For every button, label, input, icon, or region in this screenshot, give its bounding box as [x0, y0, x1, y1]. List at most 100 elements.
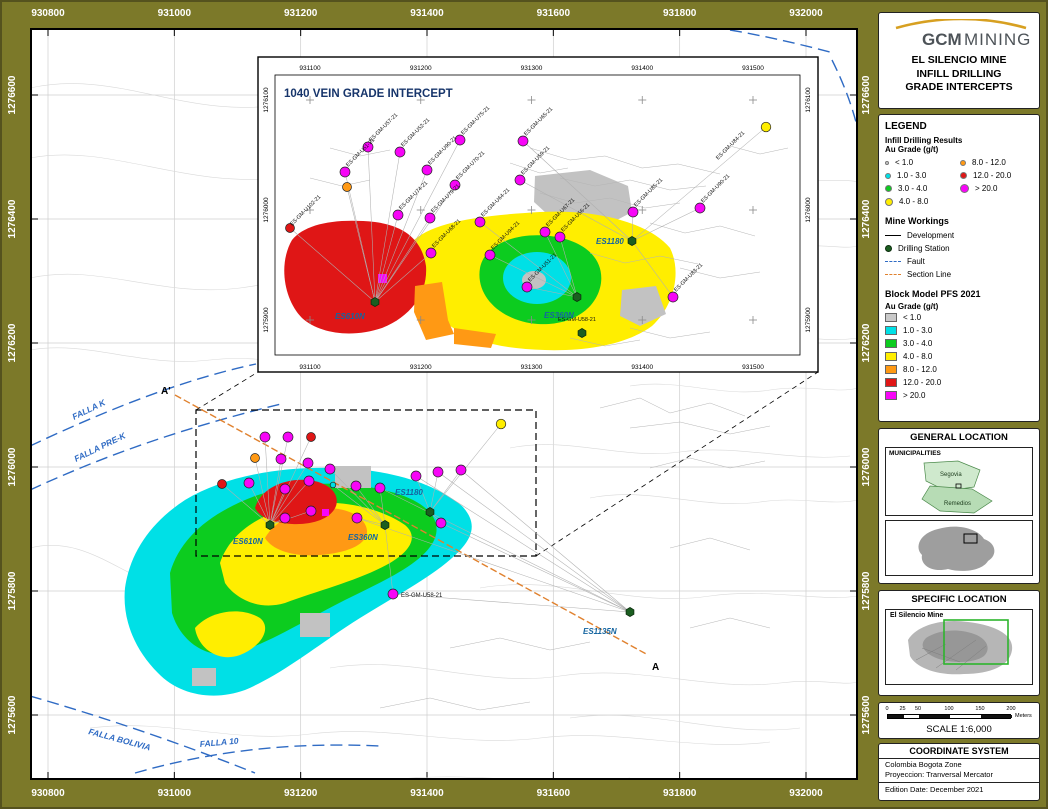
block-grade-swatch — [885, 339, 897, 348]
legend-grade-row: > 20.0 — [960, 182, 1033, 195]
frame-coordinate-label: 1275600 — [861, 695, 872, 735]
grade-label: > 20.0 — [975, 184, 998, 193]
line-swatch-icon — [885, 235, 901, 236]
coordinate-system-projection: Proyeccion: Tranversal Mercator — [885, 770, 993, 779]
frame-coordinate-label: 1275600 — [7, 695, 18, 735]
frame-coordinate-label: 931600 — [536, 788, 571, 799]
drilling-station — [627, 236, 637, 246]
drill-intercept-magenta — [302, 457, 314, 469]
drill-intercept-magenta — [627, 206, 639, 218]
drill-intercept-magenta — [374, 482, 386, 494]
drill-trace — [415, 475, 431, 513]
fault-swatch-icon — [885, 261, 901, 262]
block-grade-row: 4.0 - 8.0 — [885, 350, 1033, 363]
block-grade-label: 3.0 - 4.0 — [903, 339, 933, 348]
drill-trace — [374, 151, 401, 303]
block-grade-row: 12.0 - 20.0 — [885, 376, 1033, 389]
drill-trace — [631, 240, 674, 298]
drill-intercept-magenta — [350, 480, 362, 492]
block-grade-label: 1.0 - 3.0 — [903, 326, 933, 335]
drill-intercept-magenta — [387, 588, 399, 600]
scalebar-segment — [903, 715, 919, 718]
frame-coordinate-label: 931800 — [662, 8, 697, 19]
drill-trace — [269, 462, 309, 526]
block-grade-label: 8.0 - 12.0 — [903, 365, 937, 374]
scale-text: SCALE 1:6,000 — [926, 724, 992, 735]
mine-workings-row: Fault — [885, 255, 1033, 268]
inset-grid-ticks: 931100 931100 931200 931200 931300 931300 9314… — [263, 65, 812, 371]
drill-trace — [544, 231, 578, 298]
grade-dot — [960, 172, 967, 179]
drill-trace — [329, 468, 386, 526]
scalebar-segment — [981, 715, 1012, 718]
drilling-station — [370, 297, 380, 307]
mine-workings-title: Mine Workings — [885, 216, 949, 226]
drill-trace — [269, 436, 312, 526]
legend-grade-row: 4.0 - 8.0 — [885, 195, 958, 208]
drill-trace — [429, 471, 439, 513]
drill-intercept-magenta — [454, 134, 466, 146]
drill-trace — [374, 217, 431, 303]
inset-coordinate: 931400 — [631, 65, 653, 72]
place-label-segovia: Segovia — [940, 472, 962, 478]
drill-trace — [264, 436, 271, 526]
drill-trace — [374, 252, 432, 303]
gcm-mining-logo: GCM MINING — [895, 19, 1030, 49]
block-grade-label: > 20.0 — [903, 391, 926, 400]
drill-intercept-magenta — [282, 431, 294, 443]
inset-coordinate: 931300 — [521, 65, 543, 72]
drill-intercept-magenta — [517, 135, 529, 147]
specific-location-panel: SPECIFIC LOCATION El Silencio Mine — [878, 590, 1040, 696]
frame-coordinate-label: 1276400 — [861, 199, 872, 239]
drill-trace — [269, 488, 286, 526]
scalebar-segment — [919, 715, 950, 718]
drill-trace — [221, 483, 271, 526]
frame-coordinate-label: 931200 — [283, 8, 318, 19]
frame-coordinate-label: 931000 — [157, 788, 192, 799]
inset-plot-border — [274, 74, 801, 356]
drill-trace — [269, 458, 282, 526]
drill-intercept-magenta — [362, 141, 374, 153]
scalebar-tick-label: 25 — [899, 706, 906, 712]
drill-intercepts — [217, 418, 635, 617]
drill-trace — [559, 236, 578, 298]
legend-panel: LEGEND Infill Drilling Results Au Grade … — [878, 114, 1040, 422]
scale-bar-segments — [887, 714, 1012, 719]
frame-coordinate-label: 931400 — [410, 788, 444, 799]
drill-trace — [346, 186, 376, 303]
frame-coordinate-label: 1276000 — [7, 447, 18, 487]
map-label: A' — [161, 386, 171, 397]
drill-intercept-magenta — [425, 247, 437, 259]
drilling-station — [380, 520, 390, 530]
drill-trace — [356, 517, 631, 613]
drill-trace — [479, 221, 578, 298]
title-block: GCM MINING EL SILENCIO MINE INFILL DRILL… — [878, 12, 1040, 109]
drill-intercept-magenta — [521, 281, 533, 293]
drilling-station — [577, 328, 587, 338]
block-grade-row: < 1.0 — [885, 311, 1033, 324]
drill-intercept-magenta — [243, 477, 255, 489]
drill-trace — [522, 140, 633, 242]
drilling-station — [425, 507, 435, 517]
inset-coordinate: 1276100 — [805, 87, 812, 113]
drill-intercept-orange — [250, 453, 260, 463]
place-label-remedios: Remedios — [944, 501, 971, 507]
frame-coordinate-label: 1275800 — [861, 571, 872, 611]
drill-intercept-red — [285, 223, 295, 233]
drill-trace — [631, 207, 701, 242]
legend-grade-row: 1.0 - 3.0 — [885, 169, 958, 182]
drill-intercept-orange — [342, 182, 352, 192]
inset-drill-traces — [289, 126, 767, 303]
drill-intercept-magenta — [279, 483, 291, 495]
drill-trace — [269, 436, 289, 526]
drill-intercept-magenta — [455, 464, 467, 476]
map-label: ES1180 — [395, 488, 423, 497]
frame-coordinate-label: 932000 — [789, 8, 823, 19]
frame-coordinate-label: 932000 — [789, 788, 823, 799]
drill-intercept-magenta — [424, 212, 436, 224]
drilling-station — [572, 292, 582, 302]
legend-grade-row: 12.0 - 20.0 — [960, 169, 1033, 182]
frame-coordinate-label: 1276400 — [7, 199, 18, 239]
mine-workings-row: Section Line — [885, 268, 1033, 281]
frame-coordinate-label: 1275800 — [7, 571, 18, 611]
